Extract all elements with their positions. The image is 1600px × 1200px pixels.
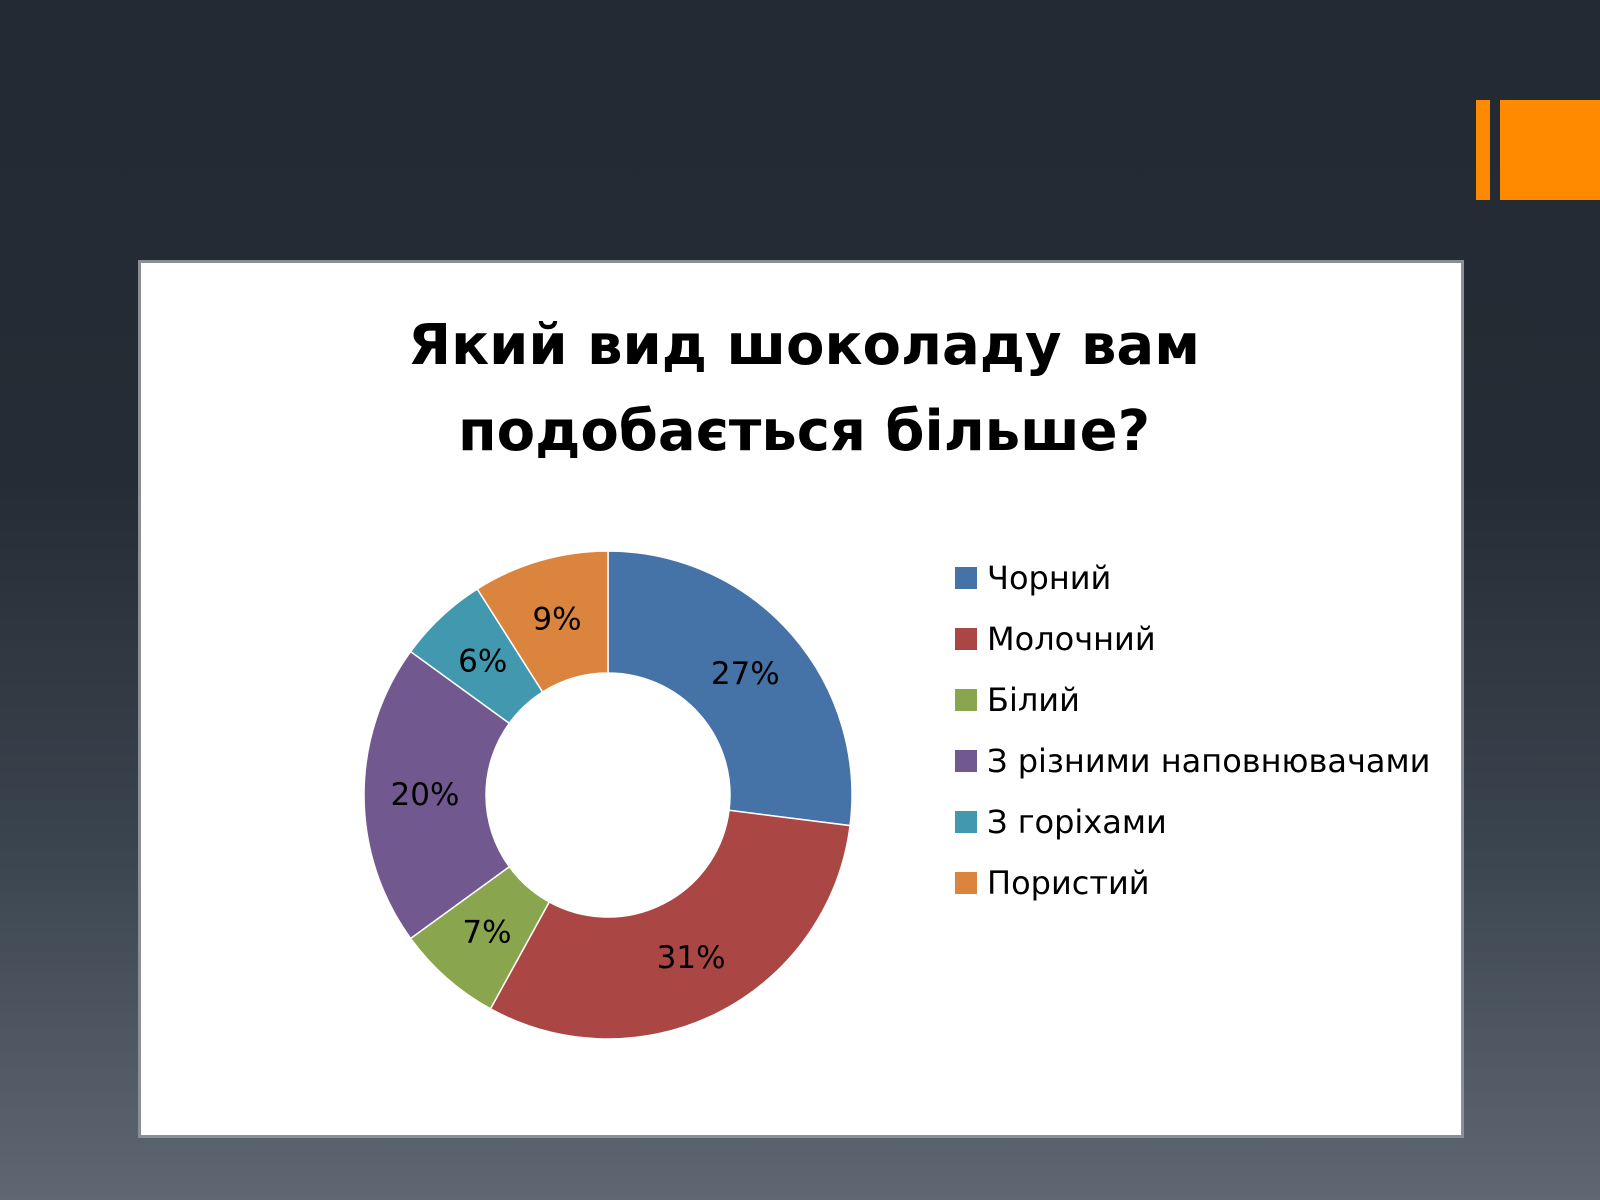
chart-title-line-1: Який вид шоколаду вам (408, 313, 1200, 378)
legend-item-6: Пористий (955, 852, 1430, 913)
legend-label-2: Молочний (987, 619, 1156, 658)
donut-slice-labels: 27% 31% 7% 20% 6% 9% (391, 601, 780, 976)
donut-slice-6 (476, 550, 609, 694)
accent-bar-thin (1476, 100, 1490, 200)
legend-label-3: Білий (987, 680, 1080, 719)
chart-panel: Який вид шоколаду вам подобається більше… (138, 260, 1464, 1138)
donut-slice-4 (363, 650, 511, 940)
accent-bar-wide (1500, 100, 1600, 200)
legend-label-5: З горіхами (987, 802, 1167, 841)
donut-slice-label-1: 27% (711, 656, 780, 692)
legend-item-5: З горіхами (955, 791, 1430, 852)
donut-slice-1 (607, 550, 853, 827)
legend-label-4: З різними наповнювачами (987, 741, 1431, 780)
legend-swatch-6 (955, 871, 977, 894)
chart-title: Який вид шоколаду вам подобається більше… (141, 303, 1467, 475)
legend-item-4: З різними наповнювачами (955, 730, 1430, 791)
legend-item-1: Чорний (955, 547, 1430, 608)
legend-swatch-1 (955, 566, 977, 589)
donut-slices (363, 550, 853, 1040)
chart-legend: Чорний Молочний Білий З різними наповнювача… (955, 547, 1430, 913)
donut-slice-label-6: 9% (532, 601, 581, 637)
legend-swatch-4 (955, 749, 977, 772)
donut-slice-2 (489, 809, 851, 1040)
donut-slice-label-2: 31% (657, 940, 726, 976)
legend-swatch-5 (955, 810, 977, 833)
donut-slice-label-3: 7% (462, 914, 511, 950)
donut-slice-label-5: 6% (458, 644, 507, 680)
legend-label-1: Чорний (987, 558, 1112, 597)
chart-title-line-2: подобається більше? (457, 399, 1151, 464)
donut-chart: 27% 31% 7% 20% 6% 9% (363, 550, 853, 1040)
donut-slice-label-4: 20% (391, 777, 460, 813)
legend-swatch-2 (955, 627, 977, 650)
legend-swatch-3 (955, 688, 977, 711)
legend-item-3: Білий (955, 669, 1430, 730)
legend-item-2: Молочний (955, 608, 1430, 669)
legend-label-6: Пористий (987, 863, 1150, 902)
